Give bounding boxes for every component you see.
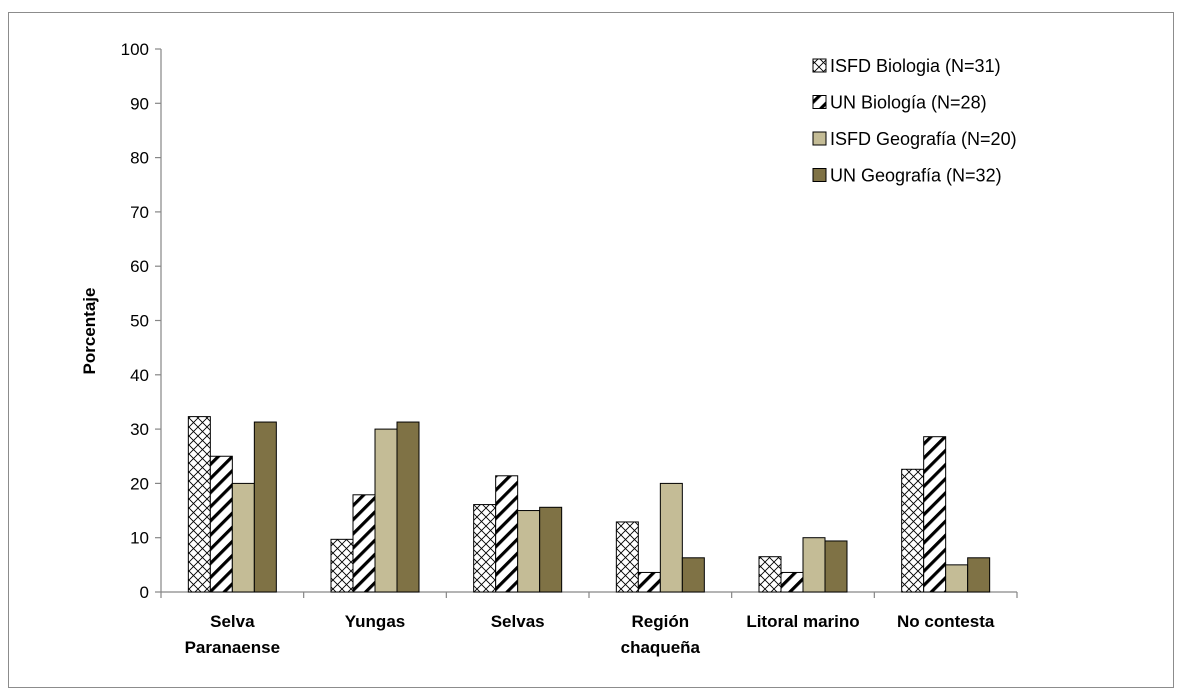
bar bbox=[758, 556, 782, 593]
bar bbox=[802, 537, 826, 593]
legend-swatch bbox=[812, 131, 827, 146]
category-labels: Selva Paranaense Yungas Selvas Región chaqueñ… bbox=[185, 612, 995, 657]
legend-label: ISFD Biologia (N=31) bbox=[830, 56, 1001, 76]
legend-label: UN Biología (N=28) bbox=[830, 93, 987, 113]
y-tick-label: 70 bbox=[130, 203, 149, 222]
y-tick-label: 10 bbox=[130, 529, 149, 548]
axes: 0 10 20 30 40 50 60 70 80 90 100 bbox=[121, 40, 1018, 602]
y-tick-label: 100 bbox=[121, 40, 149, 59]
category-label: Selva Paranaense bbox=[185, 612, 280, 657]
bar bbox=[681, 557, 705, 593]
y-tick-label: 90 bbox=[130, 94, 149, 113]
category-label: Selvas bbox=[491, 612, 545, 631]
bar bbox=[901, 468, 925, 593]
bar bbox=[517, 510, 541, 593]
bar-chart: 0 10 20 30 40 50 60 70 80 90 100 Selva Paranaense Yu… bbox=[80, 40, 1018, 657]
chart-frame: 0 10 20 30 40 50 60 70 80 90 100 Selva Paranaense Yu… bbox=[8, 12, 1174, 688]
bar bbox=[539, 506, 563, 593]
y-tick-label: 80 bbox=[130, 149, 149, 168]
bar bbox=[352, 494, 376, 593]
y-axis-title: Porcentaje bbox=[80, 288, 99, 375]
bar bbox=[396, 421, 420, 593]
y-tick-label: 30 bbox=[130, 420, 149, 439]
bar bbox=[495, 475, 519, 593]
y-tick-label: 40 bbox=[130, 366, 149, 385]
bar bbox=[187, 416, 211, 593]
bar bbox=[780, 571, 804, 593]
bars bbox=[187, 416, 991, 593]
bar bbox=[231, 482, 255, 593]
bar bbox=[473, 504, 497, 593]
bar bbox=[967, 557, 991, 593]
category-label: No contesta bbox=[897, 612, 995, 631]
category-label: Región chaqueña bbox=[621, 612, 701, 657]
bar bbox=[824, 540, 848, 593]
bar bbox=[945, 564, 969, 593]
legend-swatch bbox=[812, 58, 827, 73]
bar bbox=[659, 482, 683, 593]
bar bbox=[374, 428, 398, 593]
y-tick-label: 20 bbox=[130, 474, 149, 493]
legend: ISFD Biologia (N=31) UN Biología (N=28) IS… bbox=[812, 56, 1017, 186]
category-label: Litoral marino bbox=[746, 612, 859, 631]
legend-label: ISFD Geografía (N=20) bbox=[830, 129, 1017, 149]
bar bbox=[330, 538, 354, 593]
bar bbox=[209, 455, 233, 593]
legend-swatch bbox=[812, 95, 827, 109]
bar bbox=[253, 421, 277, 593]
legend-swatch bbox=[812, 168, 827, 182]
legend-label: UN Geografía (N=32) bbox=[830, 166, 1002, 186]
category-label: Yungas bbox=[345, 612, 405, 631]
y-tick-label: 60 bbox=[130, 257, 149, 276]
y-tick-label: 0 bbox=[140, 583, 149, 602]
bar bbox=[923, 436, 947, 593]
bar bbox=[637, 571, 661, 593]
y-tick-label: 50 bbox=[130, 312, 149, 331]
bar bbox=[615, 521, 639, 593]
